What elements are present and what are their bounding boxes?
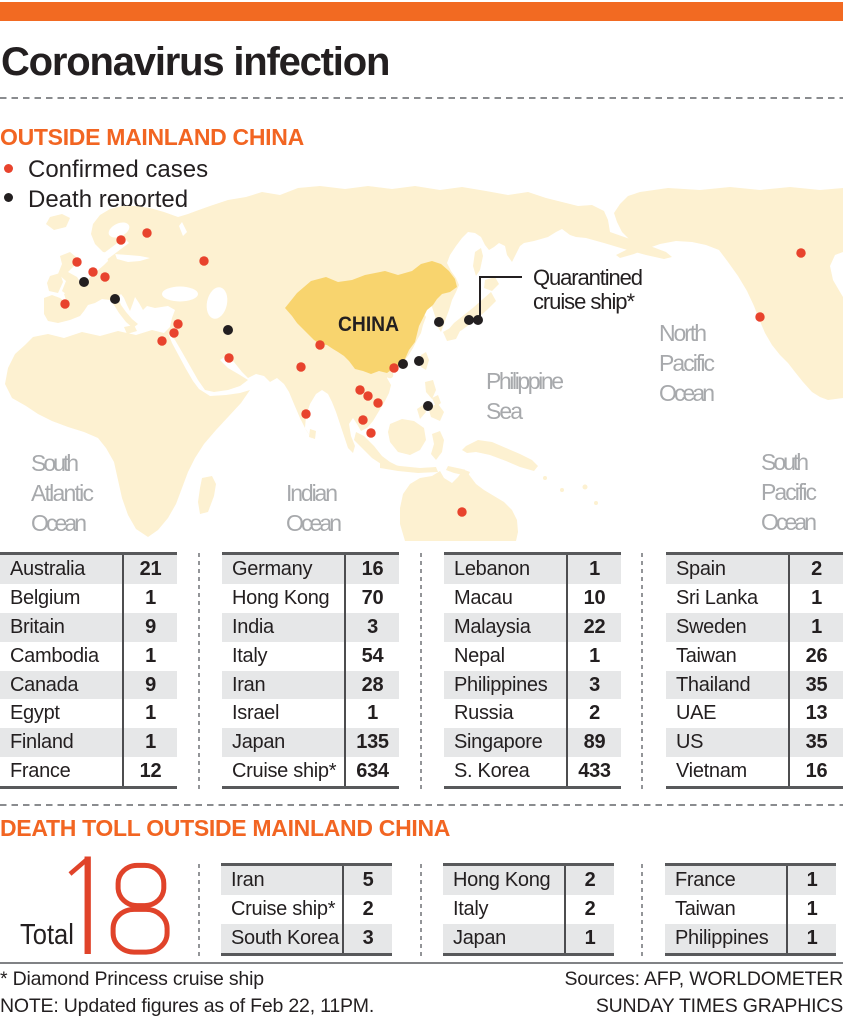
svg-text:Ocean: Ocean — [659, 380, 715, 406]
svg-text:Philippine: Philippine — [486, 368, 564, 394]
svg-text:Ocean: Ocean — [286, 510, 342, 536]
svg-text:Ocean: Ocean — [31, 510, 87, 536]
svg-text:CHINA: CHINA — [338, 313, 399, 336]
svg-text:Indian: Indian — [286, 480, 338, 506]
svg-text:South: South — [761, 449, 809, 475]
svg-text:cruise ship*: cruise ship* — [533, 289, 635, 314]
svg-text:Pacific: Pacific — [659, 350, 715, 376]
svg-text:Sea: Sea — [486, 398, 523, 424]
svg-text:Quarantined: Quarantined — [533, 265, 643, 290]
svg-text:South: South — [31, 450, 79, 476]
svg-text:Atlantic: Atlantic — [31, 480, 94, 506]
svg-text:North: North — [659, 320, 707, 346]
svg-text:Pacific: Pacific — [761, 479, 817, 505]
svg-text:Ocean: Ocean — [761, 509, 817, 535]
